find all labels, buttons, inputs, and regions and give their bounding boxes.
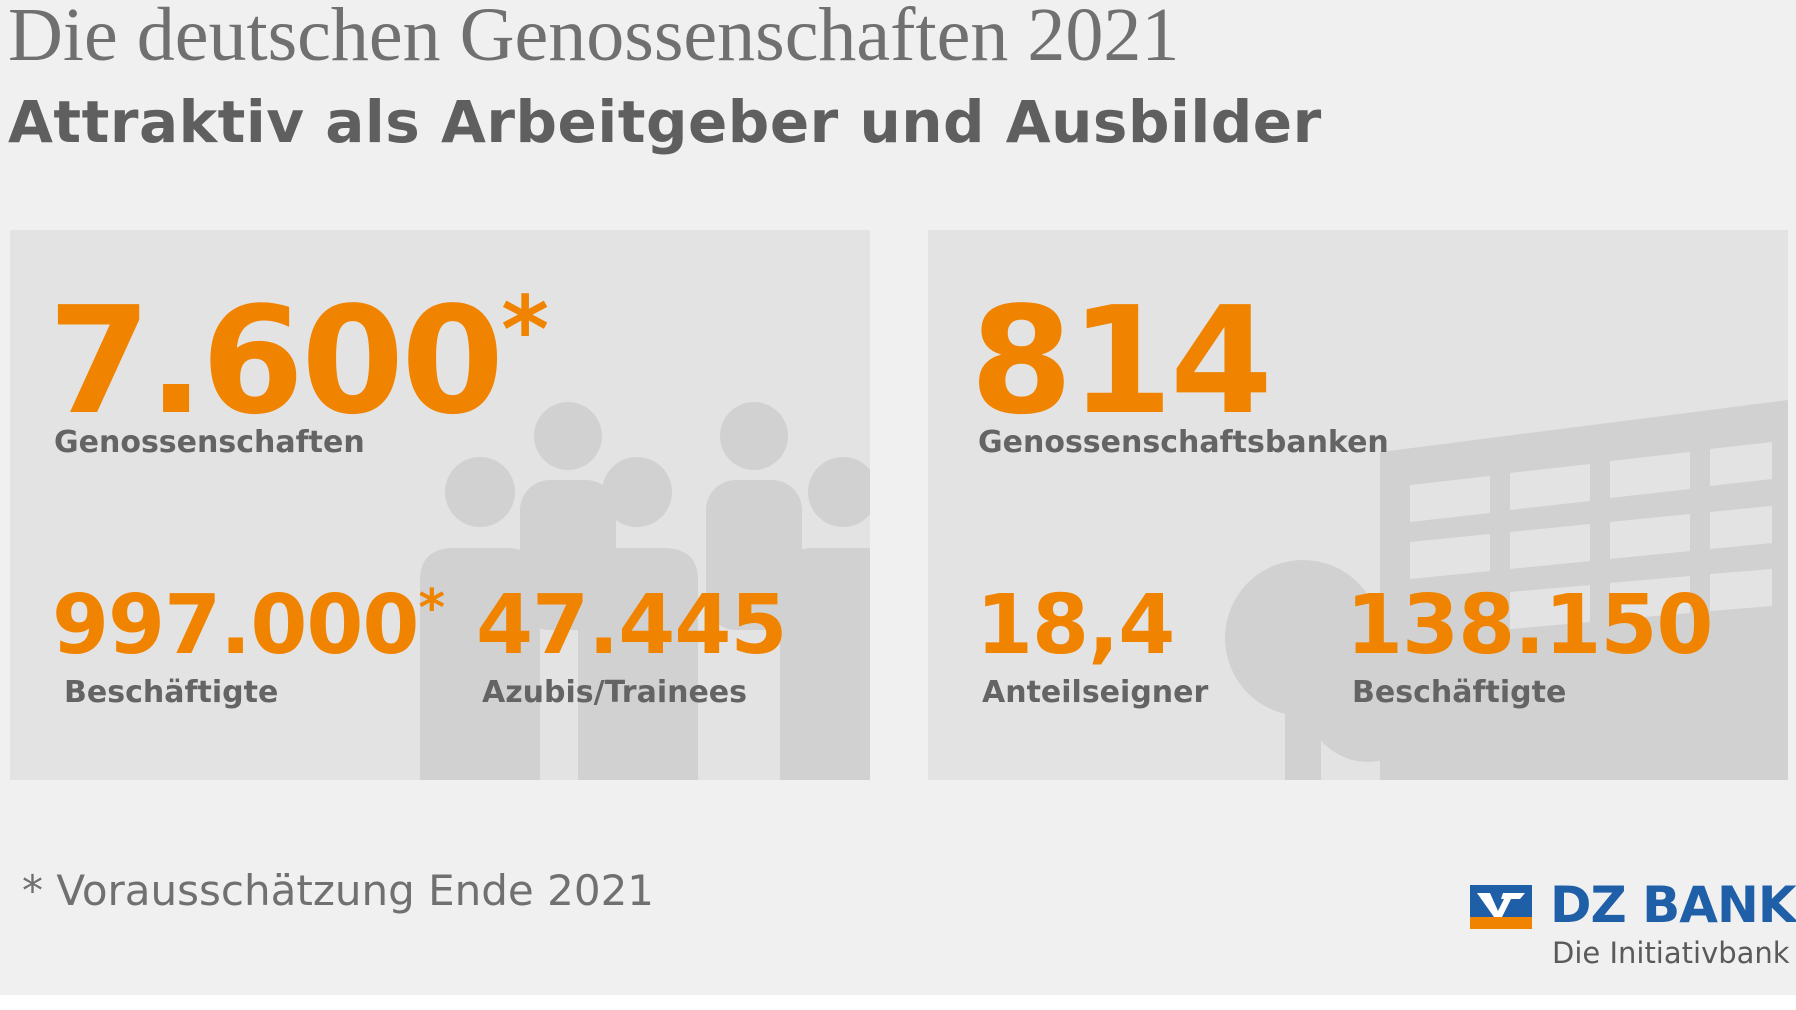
logo-name: DZ BANK	[1550, 876, 1796, 934]
cooperative-banks-count: 814	[970, 275, 1273, 447]
cooperative-banks-panel: 814 Genossenschaftsbanken 18,4 Anteilsei…	[928, 230, 1788, 780]
footnote: * Vorausschätzung Ende 2021	[22, 866, 655, 915]
employees-count: 997.000*	[52, 578, 446, 673]
cooperatives-count: 7.600*	[48, 275, 550, 447]
bank-employees-count: 138.150	[1346, 578, 1713, 673]
page-subtitle: Attraktiv als Arbeitgeber und Ausbilder	[8, 88, 1322, 156]
people-group-icon	[420, 402, 870, 780]
employees-label: Beschäftigte	[64, 675, 279, 710]
bank-employees-label: Beschäftigte	[1352, 675, 1567, 710]
dz-bank-logo: DZ BANK Die Initiativbank	[1468, 876, 1796, 980]
cooperative-banks-label: Genossenschaftsbanken	[978, 425, 1389, 460]
bank-building-icon	[1225, 400, 1788, 780]
logo-tagline: Die Initiativbank	[1552, 936, 1790, 970]
cooperatives-panel: 7.600* Genossenschaften 997.000* Beschäf…	[10, 230, 870, 780]
cooperatives-label: Genossenschaften	[54, 425, 365, 460]
trainees-label: Azubis/Trainees	[482, 675, 748, 710]
trainees-count: 47.445	[476, 578, 787, 673]
shareholders-label: Anteilseigner	[982, 675, 1209, 710]
bottom-strip	[0, 995, 1796, 1010]
volksbank-mark-icon	[1470, 885, 1532, 929]
shareholders-count: 18,4	[976, 578, 1175, 673]
page-title: Die deutschen Genossenschaften 2021	[8, 0, 1180, 77]
